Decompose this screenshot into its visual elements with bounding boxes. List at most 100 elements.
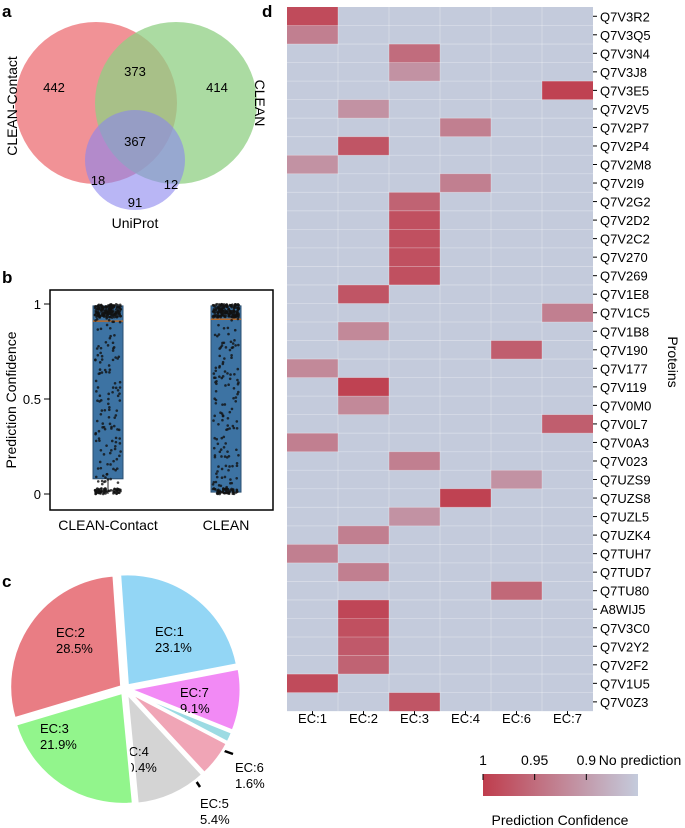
colorbar-tick-label: 0.9 — [577, 752, 597, 768]
venn-region-clean-only: 414 — [206, 80, 228, 95]
heatmap-row-label: Q7UZK4 — [600, 528, 651, 543]
heatmap-row-label: A8WIJ5 — [600, 602, 646, 617]
heatmap-row-label: Q7UZL5 — [600, 510, 649, 525]
heatmap-row-label: Q7V2Y2 — [600, 639, 649, 654]
panel-label-d: d — [262, 2, 272, 21]
pie-slice-ec1 — [118, 572, 240, 688]
panel-label-a: a — [2, 2, 12, 21]
heatmap-cell — [338, 284, 389, 304]
heatmap-cell — [287, 433, 338, 452]
venn-diagram: 442 414 373 367 18 12 91 CLEAN-Contact C… — [4, 22, 268, 231]
heatmap-cell — [389, 229, 440, 248]
heatmap-cell — [440, 488, 491, 508]
venn-region-all-three: 367 — [124, 134, 146, 149]
pie-pct-ec1: 23.1% — [155, 640, 192, 655]
pie-slice-ec3 — [13, 690, 136, 806]
pie-label-ec6: EC:6 — [235, 760, 264, 775]
heatmap-cell — [389, 692, 440, 712]
box-plot: Prediction Confidence 0 0.5 1 CLEAN-Contact… — [3, 289, 274, 533]
colorbar: Prediction Confidence No prediction 1 0.9… — [479, 752, 681, 828]
venn-region-contact-uniprot: 18 — [91, 173, 105, 188]
heatmap-cell — [542, 81, 593, 100]
heatmap-col-label: EC:2 — [349, 711, 378, 726]
heatmap-row-label: Q7V1B8 — [600, 324, 649, 339]
heatmap-row-label: Q7V1U5 — [600, 676, 650, 691]
heatmap-row-label: Q7V2M8 — [600, 158, 651, 173]
box-points — [211, 302, 241, 496]
heatmap-row-label: Q7V3R2 — [600, 9, 650, 24]
venn-region-contact-only: 442 — [43, 80, 65, 95]
heatmap-cell — [389, 266, 440, 285]
heatmap-cell — [338, 396, 389, 415]
colorbar-tick-label: 0.95 — [521, 752, 548, 768]
panel-label-c: c — [2, 572, 11, 591]
heatmap-cell — [338, 99, 389, 119]
heatmap-row-label: Q7V2P4 — [600, 139, 649, 154]
heatmap-row-label: Q7V2P7 — [600, 120, 649, 135]
heatmap-cell — [338, 599, 389, 619]
venn-label-clean-contact: CLEAN-Contact — [4, 56, 20, 156]
box-plot-x-label: CLEAN-Contact — [58, 517, 158, 533]
panel-label-b: b — [2, 268, 12, 287]
heatmap-cell — [491, 340, 542, 360]
heatmap-row-label: Q7V2F2 — [600, 658, 648, 673]
pie-pct-ec5: 5.4% — [200, 812, 230, 827]
heatmap-row-label: Q7V3J8 — [600, 65, 647, 80]
venn-region-contact-clean: 373 — [124, 64, 146, 79]
box-points — [93, 302, 123, 496]
colorbar-gradient — [483, 774, 638, 796]
heatmap-cell — [338, 525, 389, 545]
box-plot-x-label: CLEAN — [203, 517, 250, 533]
heatmap-cell — [338, 637, 389, 656]
heatmap-row-label: Q7V3C0 — [600, 621, 650, 636]
box-plot-y-tick-label: 0 — [34, 487, 41, 502]
heatmap-row-label: Q7TUH7 — [600, 547, 651, 562]
heatmap-y-label: Proteins — [665, 336, 681, 387]
heatmap-cell — [287, 359, 338, 378]
heatmap-cell — [287, 7, 338, 26]
heatmap-cell — [287, 155, 338, 174]
heatmap: Proteins Q7V3R2 Q7V3Q5 Q7V3N4 Q7V3J8 Q7V3E5 Q… — [287, 7, 681, 726]
venn-label-uniprot: UniProt — [112, 215, 159, 231]
pie-label-ec5: EC:5 — [200, 796, 229, 811]
pie-chart: EC:123.1%EC:79.1%EC:61.6%EC:55.4%EC:410.… — [8, 572, 265, 827]
box-plot-y-tick-label: 1 — [34, 297, 41, 312]
pie-label-ec2: EC:2 — [56, 625, 85, 640]
box-plot-frame — [49, 289, 274, 511]
heatmap-cell — [338, 136, 389, 156]
heatmap-row-label: Q7V023 — [600, 454, 648, 469]
heatmap-cell — [389, 62, 440, 82]
heatmap-cell — [338, 562, 389, 582]
heatmap-col-label: EC:7 — [553, 711, 582, 726]
heatmap-row-label: Q7V0Z3 — [600, 695, 648, 710]
heatmap-row-label: Q7V269 — [600, 269, 648, 284]
heatmap-cell — [338, 655, 389, 675]
colorbar-title: Prediction Confidence — [492, 812, 629, 828]
pie-slice-ec5 — [127, 690, 230, 776]
pie-slice-ec2 — [8, 573, 124, 721]
pie-pct-ec3: 21.9% — [40, 737, 77, 752]
pie-slice-ec4 — [124, 688, 205, 806]
heatmap-cell — [389, 247, 440, 267]
heatmap-row-label: Q7TUD7 — [600, 565, 651, 580]
heatmap-cell — [491, 470, 542, 489]
pie-pct-ec2: 28.5% — [56, 641, 93, 656]
heatmap-cell — [338, 377, 389, 397]
heatmap-row-label: Q7V190 — [600, 343, 648, 358]
pie-pct-ec6: 1.6% — [235, 776, 265, 791]
heatmap-cell — [389, 192, 440, 211]
heatmap-row-label: Q7V1E8 — [600, 287, 649, 302]
heatmap-col-label: EC:1 — [298, 711, 327, 726]
heatmap-row-label: Q7V2I9 — [600, 176, 644, 191]
venn-region-clean-uniprot: 12 — [164, 177, 178, 192]
heatmap-row-label: Q7V119 — [600, 380, 647, 395]
venn-label-clean: CLEAN — [252, 80, 268, 127]
venn-region-uniprot-only: 91 — [128, 195, 142, 210]
heatmap-cell — [389, 210, 440, 230]
heatmap-row-label: Q7V270 — [600, 250, 648, 265]
heatmap-col-label: EC:4 — [451, 711, 480, 726]
heatmap-cell — [287, 674, 338, 693]
heatmap-row-label: Q7V2C2 — [600, 232, 650, 247]
box-clean-contact — [92, 305, 124, 480]
